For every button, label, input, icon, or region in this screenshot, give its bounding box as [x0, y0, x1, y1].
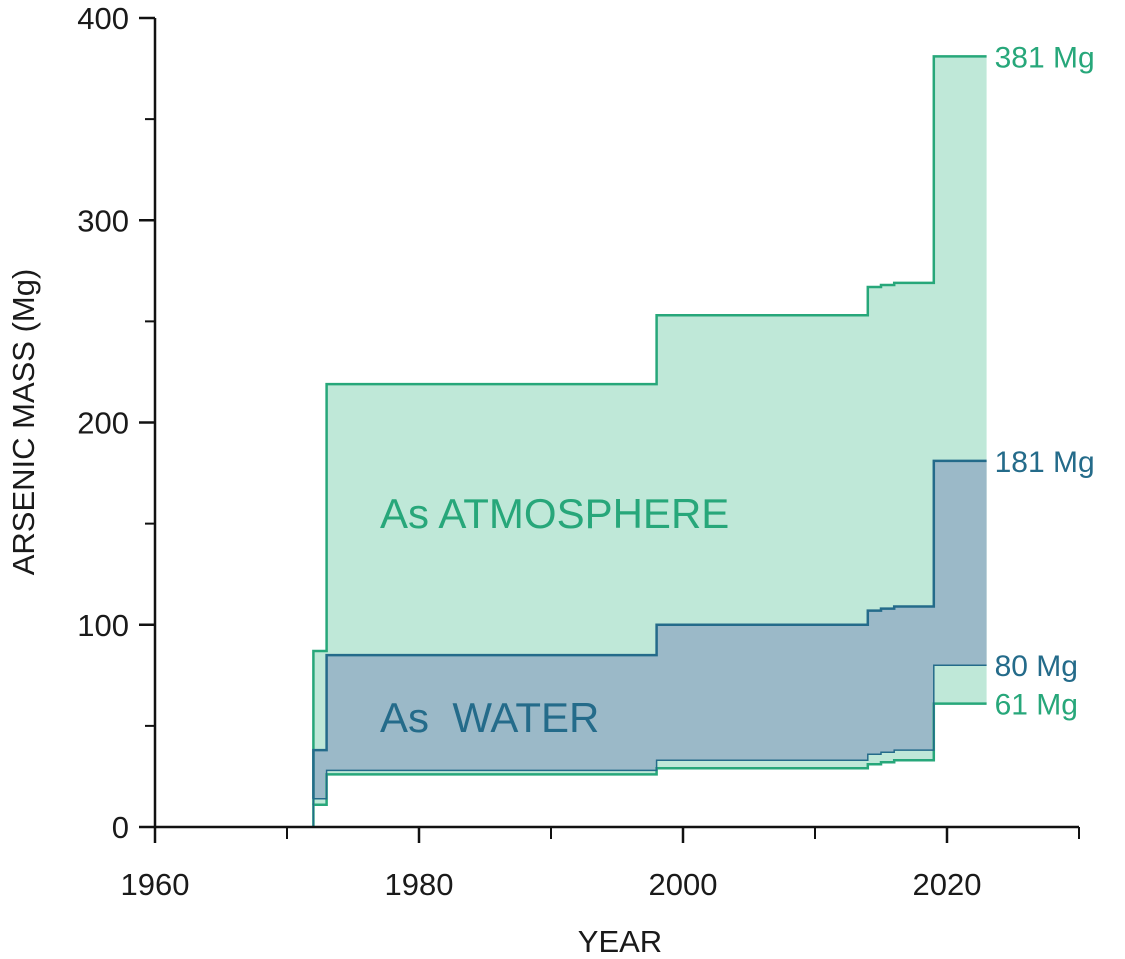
end-value-label: 181 Mg — [995, 446, 1095, 479]
chart-areas — [313, 56, 987, 805]
x-tick-label: 1980 — [385, 867, 454, 902]
x-tick-label: 2000 — [649, 867, 718, 902]
end-value-label: 61 Mg — [995, 689, 1078, 722]
atmosphere-region-label: As ATMOSPHERE — [380, 490, 729, 537]
x-axis-title: YEAR — [578, 924, 662, 959]
water-area — [313, 460, 987, 799]
atmosphere-upper-line — [312, 55, 987, 805]
y-tick-label: 0 — [112, 810, 129, 845]
x-tick-label: 1960 — [121, 867, 190, 902]
atmosphere-area — [313, 56, 987, 805]
water-lower-line — [312, 664, 987, 827]
chart-axes: 0 100 200 300 400 1960 1980 2000 2020 — [77, 1, 1080, 902]
end-value-label: 381 Mg — [995, 41, 1095, 74]
x-tick-label: 2020 — [913, 867, 982, 902]
y-tick-label: 200 — [77, 406, 129, 441]
y-axis-title: ARSENIC MASS (Mg) — [6, 269, 41, 576]
y-tick-label: 400 — [77, 1, 129, 36]
water-region-label: As WATER — [380, 694, 599, 741]
water-upper-line — [312, 459, 987, 799]
chart-lines — [312, 55, 987, 827]
y-tick-label: 300 — [77, 203, 129, 238]
chart-labels: As ATMOSPHERE As WATER 381 Mg 181 Mg 80 Mg 61… — [380, 41, 1095, 741]
y-tick-label: 100 — [77, 608, 129, 643]
end-value-label: 80 Mg — [995, 650, 1078, 683]
